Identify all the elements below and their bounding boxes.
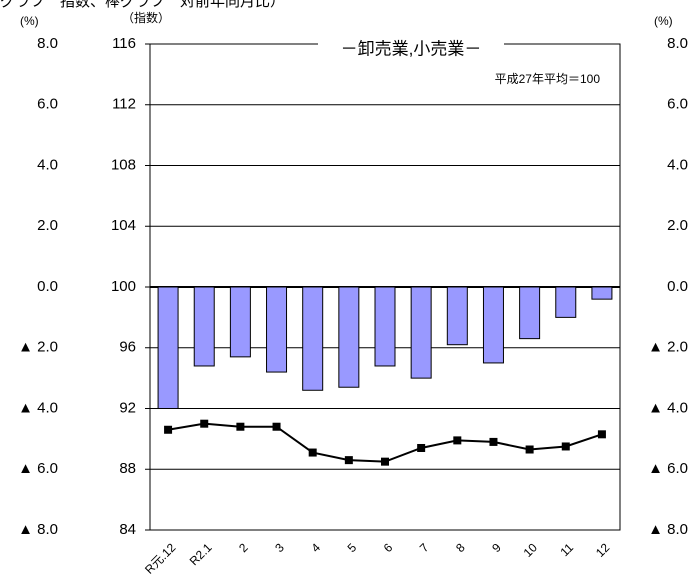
y-unit-right: (%) [654, 14, 673, 28]
bar [482, 286, 504, 364]
x-tick-label: 11 [557, 540, 576, 559]
bar [446, 286, 468, 346]
bar [374, 286, 396, 367]
line-marker [344, 456, 353, 465]
line-marker [453, 436, 462, 445]
bar [591, 286, 613, 300]
y-tick-label-right: ▲ 6.0 [648, 460, 688, 477]
line-marker [200, 419, 209, 428]
y2-tick-label: 96 [119, 339, 136, 356]
y2-tick-label: 104 [111, 217, 136, 234]
x-tick-label: R2.1 [187, 540, 215, 568]
legend: －卸売業,小売業－ [341, 39, 482, 58]
y-tick-label: ▲ 4.0 [18, 399, 58, 416]
line-marker [417, 443, 426, 452]
bar [519, 286, 541, 340]
x-tick-label: 6 [381, 540, 396, 555]
y2-tick-label: 88 [119, 460, 136, 477]
line-marker [236, 422, 245, 431]
y-tick-label: 2.0 [37, 217, 58, 234]
y-tick-label: 4.0 [37, 156, 58, 173]
y-tick-label: 0.0 [37, 278, 58, 295]
bar [266, 286, 288, 373]
y-tick-label-right: ▲ 4.0 [648, 399, 688, 416]
line-marker [164, 425, 173, 434]
legend-bg [318, 40, 504, 60]
bar [157, 286, 179, 409]
y-tick-label-right: ▲ 2.0 [648, 339, 688, 356]
line-marker [561, 442, 570, 451]
line-marker [381, 457, 389, 466]
line [167, 422, 603, 463]
y2-tick-label: 108 [111, 156, 136, 173]
x-tick-label: R元.12 [142, 540, 179, 577]
y-tick-label-right: 0.0 [667, 278, 688, 295]
y-tick-label-right: 6.0 [667, 96, 688, 113]
y-tick-label: ▲ 6.0 [18, 460, 58, 477]
y-tick-label: 6.0 [37, 96, 58, 113]
y2-tick-label: 116 [112, 35, 136, 52]
note: 平成27年平均＝100 [495, 72, 601, 86]
x-tick-label: 4 [308, 540, 323, 555]
x-tick-label: 9 [489, 540, 504, 555]
y2-tick-label: 100 [111, 278, 136, 295]
bar [229, 286, 251, 358]
bar [302, 286, 324, 391]
line-marker [525, 445, 534, 454]
x-tick-label: 8 [453, 540, 468, 555]
y-unit: (%) [20, 14, 39, 28]
bar [338, 286, 360, 388]
y-tick-label: ▲ 8.0 [18, 521, 58, 538]
x-tick-label: 10 [521, 540, 541, 560]
y-tick-label: 8.0 [37, 35, 58, 52]
y-tick-label-right: 4.0 [667, 156, 688, 173]
line-marker [308, 448, 317, 457]
y2-tick-label: 92 [119, 399, 136, 416]
x-tick-label: 2 [236, 540, 251, 555]
x-tick-label: 5 [345, 540, 360, 555]
y2-tick-label: 112 [112, 96, 136, 113]
x-tick-label: 12 [593, 540, 613, 560]
y2-unit: （指数） [122, 10, 170, 25]
y-tick-label-right: ▲ 8.0 [648, 521, 688, 538]
x-tick-label: 3 [272, 540, 287, 555]
line-marker [272, 422, 281, 431]
bar [555, 286, 577, 318]
line-marker [489, 437, 498, 446]
y-tick-label-right: 2.0 [667, 217, 688, 234]
line-marker [597, 430, 606, 439]
chart-title: グラフ 指数、棒グラフ 対前年同月比） [0, 0, 285, 10]
y2-tick-label: 84 [119, 521, 136, 538]
y-tick-label-right: 8.0 [667, 35, 688, 52]
y-tick-label: ▲ 2.0 [18, 339, 58, 356]
bar [193, 286, 215, 367]
bar [410, 286, 432, 379]
x-tick-label: 7 [417, 540, 432, 555]
